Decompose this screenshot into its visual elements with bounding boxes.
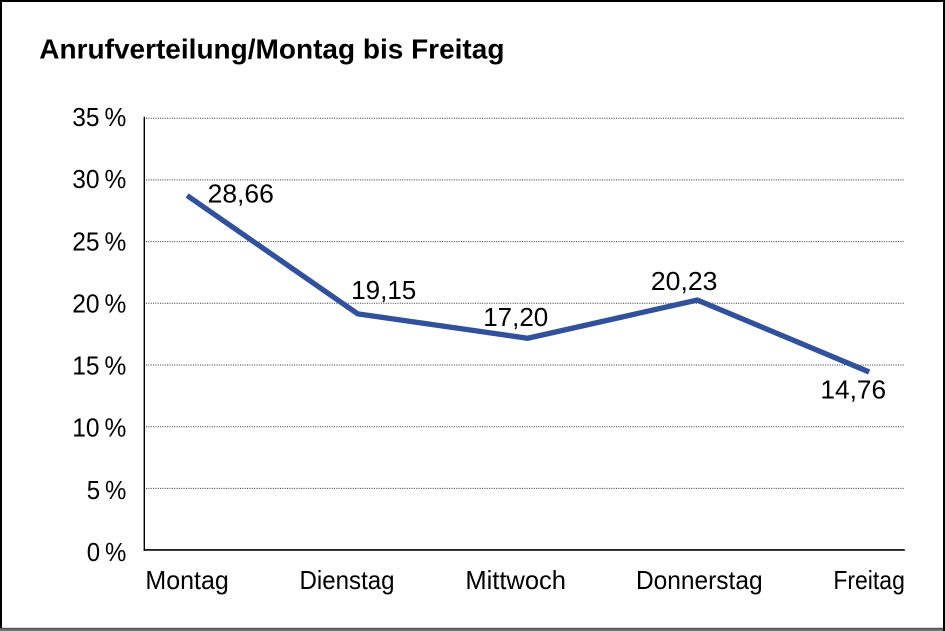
svg-text:Donnerstag: Donnerstag: [636, 565, 763, 595]
svg-text:Mittwoch: Mittwoch: [465, 565, 566, 595]
svg-text:Anrufverteilung/Montag bis Fre: Anrufverteilung/Montag bis Freitag: [39, 34, 504, 65]
svg-text:20 %: 20 %: [72, 288, 126, 318]
svg-text:14,76: 14,76: [820, 375, 886, 405]
svg-text:Freitag: Freitag: [833, 565, 905, 595]
svg-text:20,23: 20,23: [651, 266, 718, 296]
svg-text:28,66: 28,66: [208, 179, 274, 209]
svg-text:10 %: 10 %: [72, 413, 126, 443]
svg-text:Montag: Montag: [145, 565, 228, 595]
svg-text:Dienstag: Dienstag: [300, 565, 395, 595]
svg-text:5 %: 5 %: [87, 475, 127, 505]
svg-text:35 %: 35 %: [72, 102, 126, 132]
svg-text:19,15: 19,15: [351, 275, 416, 305]
svg-text:0 %: 0 %: [87, 537, 127, 567]
svg-text:15 %: 15 %: [72, 351, 126, 381]
svg-text:30 %: 30 %: [72, 164, 126, 194]
svg-text:25 %: 25 %: [72, 226, 126, 256]
svg-text:17,20: 17,20: [483, 302, 548, 332]
